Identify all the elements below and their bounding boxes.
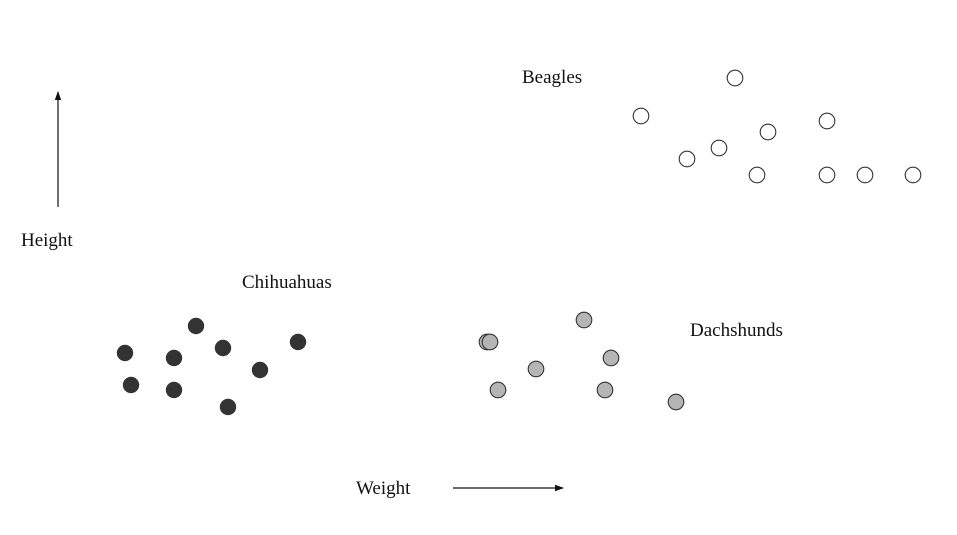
data-point-chihuahuas-9 [289, 333, 307, 351]
series-label-dachshunds: Dachshunds [690, 320, 783, 341]
data-point-beagles-10 [904, 166, 922, 184]
data-point-chihuahuas-2 [122, 376, 140, 394]
y-axis-label: Height [21, 230, 73, 251]
data-point-dachshunds-6 [596, 381, 614, 399]
data-point-beagles-6 [759, 123, 777, 141]
series-label-beagles: Beagles [522, 67, 582, 88]
x-axis-label: Weight [356, 478, 411, 499]
data-point-chihuahuas-6 [214, 339, 232, 357]
series-label-chihuahuas: Chihuahuas [242, 272, 332, 293]
data-point-beagles-4 [726, 69, 744, 87]
data-point-beagles-7 [818, 112, 836, 130]
data-point-beagles-1 [632, 107, 650, 125]
data-point-dachshunds-2 [481, 333, 499, 351]
data-point-beagles-3 [710, 139, 728, 157]
data-point-dachshunds-8 [667, 393, 685, 411]
data-point-dachshunds-5 [575, 311, 593, 329]
data-point-chihuahuas-8 [251, 361, 269, 379]
points-layer [116, 69, 922, 416]
data-point-dachshunds-7 [602, 349, 620, 367]
data-point-beagles-8 [818, 166, 836, 184]
data-point-dachshunds-3 [489, 381, 507, 399]
data-point-beagles-9 [856, 166, 874, 184]
data-point-chihuahuas-3 [165, 349, 183, 367]
data-point-chihuahuas-7 [219, 398, 237, 416]
data-point-chihuahuas-1 [116, 344, 134, 362]
data-point-beagles-2 [678, 150, 696, 168]
data-point-beagles-5 [748, 166, 766, 184]
data-point-chihuahuas-4 [165, 381, 183, 399]
data-point-chihuahuas-5 [187, 317, 205, 335]
data-point-dachshunds-4 [527, 360, 545, 378]
